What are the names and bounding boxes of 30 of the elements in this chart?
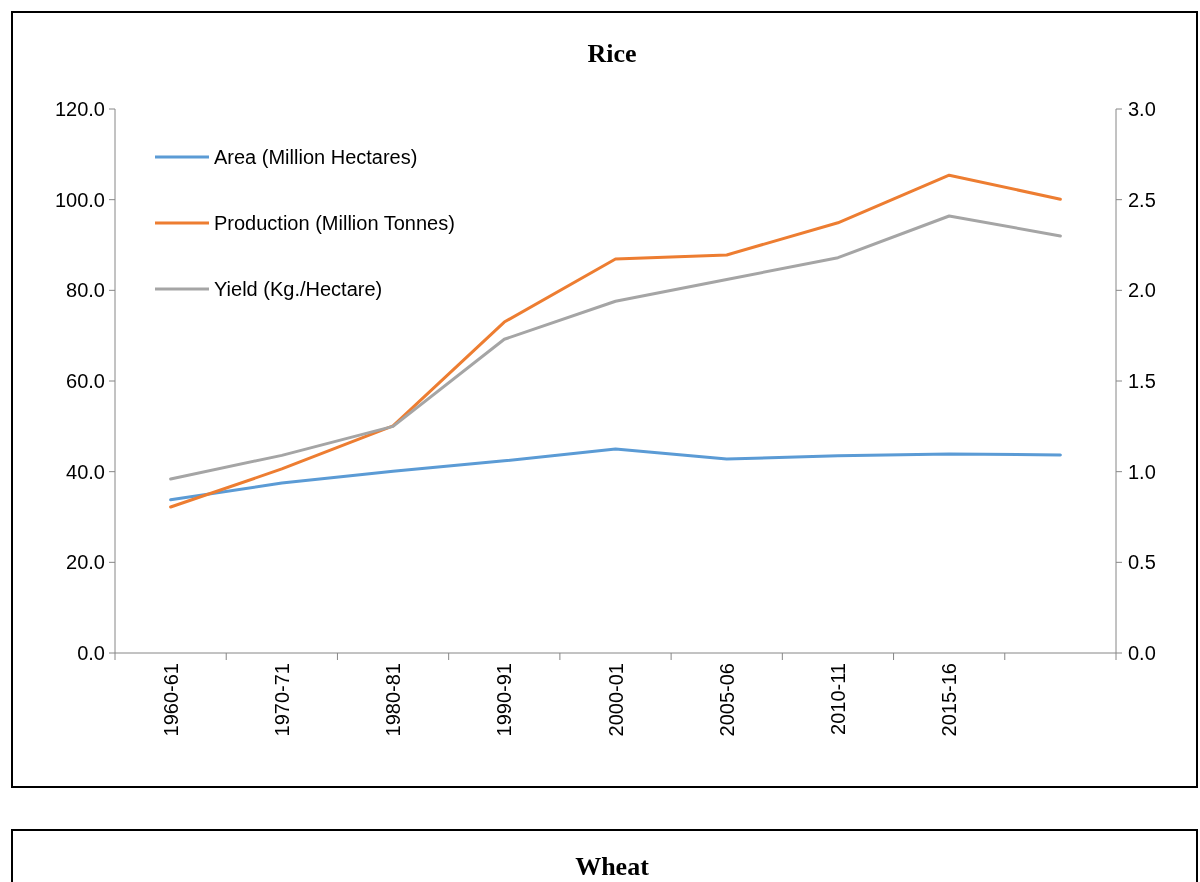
y-tick-label: 20.0 — [66, 551, 105, 574]
y-tick-label: 0.0 — [77, 642, 105, 664]
legend-label: Yield (Kg./Hectare) — [214, 278, 383, 300]
legend-label: Production (Million Tonnes) — [214, 212, 455, 234]
y2-tick-label: 0.5 — [1128, 551, 1156, 574]
y2-tick-label: 1.5 — [1128, 370, 1156, 392]
x-tick-label: 1990-91 — [493, 663, 516, 737]
x-tick-label: 2010-11 — [826, 663, 849, 735]
line-series — [169, 447, 1062, 502]
y2-tick-label: 3.0 — [1128, 98, 1156, 120]
y-tick-label: 100.0 — [54, 188, 105, 211]
y-tick-label: 40.0 — [66, 460, 105, 483]
x-tick-label: 1980-81 — [382, 663, 405, 737]
legend-label: Area (Million Hectares) — [214, 146, 418, 168]
x-tick-label: 1970-71 — [270, 663, 293, 737]
y2-tick-label: 2.5 — [1128, 188, 1156, 211]
text: Wheat — [575, 852, 650, 881]
x-tick-label: 1960-61 — [159, 663, 182, 737]
y2-tick-label: 0.0 — [1128, 642, 1156, 664]
y2-tick-label: 2.0 — [1128, 279, 1156, 302]
y2-tick-label: 1.0 — [1128, 460, 1156, 483]
y-tick-label: 60.0 — [66, 370, 105, 392]
line-series — [169, 214, 1062, 481]
x-tick-label: 2000-01 — [604, 663, 627, 737]
x-tick-label: 2005-06 — [715, 663, 738, 737]
y-tick-label: 80.0 — [66, 279, 105, 302]
line-series — [169, 173, 1062, 509]
x-tick-label: 2015-16 — [938, 663, 961, 737]
y-tick-label: 120.0 — [54, 98, 105, 120]
chart-title: Rice — [587, 39, 637, 68]
